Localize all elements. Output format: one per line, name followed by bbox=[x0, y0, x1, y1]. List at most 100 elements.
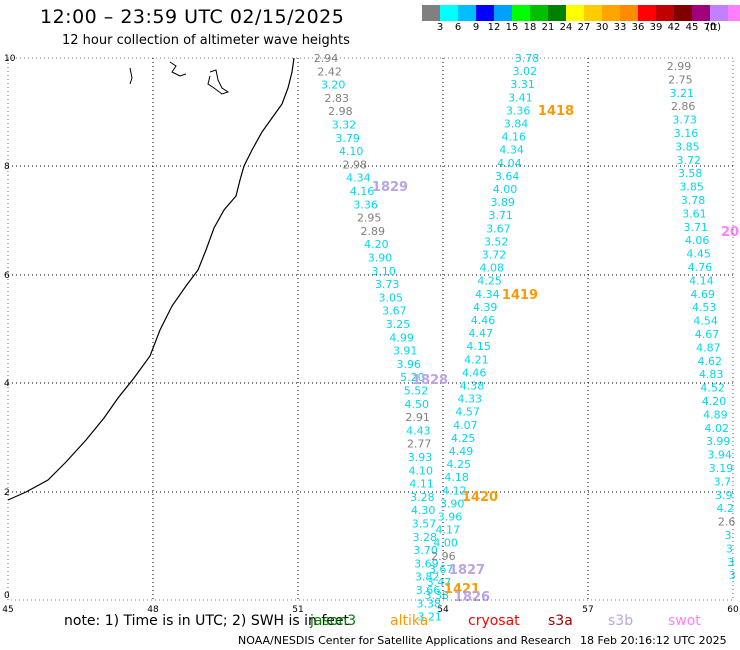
swh-value-label: 3.57 bbox=[412, 518, 437, 531]
swh-value-label: 3.73 bbox=[672, 114, 697, 127]
satellite-legend-jason3: jason3 bbox=[310, 613, 357, 629]
coastline bbox=[7, 57, 295, 501]
swh-value-label: 3.20 bbox=[321, 79, 346, 92]
swh-value-label: 4.06 bbox=[685, 234, 710, 247]
swh-value-label: 3.36 bbox=[506, 104, 531, 117]
swh-value-label: 3.96 bbox=[438, 511, 463, 524]
swh-value-label: 3.32 bbox=[332, 119, 357, 132]
swh-value-label: 4.45 bbox=[686, 248, 711, 261]
legend-tick-label: 15 bbox=[505, 22, 519, 33]
legend-swatch bbox=[512, 5, 530, 21]
y-axis-tick-label: 10 bbox=[4, 54, 16, 64]
swh-value-label: 4.07 bbox=[453, 419, 478, 432]
swh-value-label: 3.91 bbox=[393, 345, 418, 358]
swh-value-label: 3.31 bbox=[510, 78, 535, 91]
legend-tick-label: 3 bbox=[436, 22, 444, 33]
swh-value-label: 4.53 bbox=[692, 301, 717, 314]
island bbox=[207, 69, 230, 95]
swh-value-label: 4.16 bbox=[502, 131, 527, 144]
legend-swatch bbox=[566, 5, 584, 21]
swh-value-label: 3.70 bbox=[413, 544, 438, 557]
swh-value-label: 3.05 bbox=[379, 291, 404, 304]
swh-value-label: 4.33 bbox=[458, 393, 483, 406]
swh-value-label: 4.57 bbox=[455, 406, 480, 419]
legend-tick-label: 30 bbox=[595, 22, 609, 33]
legend-swatch bbox=[530, 5, 548, 21]
swh-value-label: 4.20 bbox=[364, 238, 389, 251]
swh-value-label: 3.16 bbox=[674, 127, 699, 140]
x-axis-tick-label: 45 bbox=[2, 605, 13, 615]
swh-value-label: 4.20 bbox=[702, 395, 727, 408]
swh-value-label: 3 bbox=[725, 529, 732, 542]
x-axis-tick-label: 51 bbox=[292, 605, 303, 615]
swh-value-label: 3.90 bbox=[440, 497, 465, 510]
swh-value-label: 3.84 bbox=[504, 118, 529, 131]
swh-value-label: 3.89 bbox=[491, 196, 516, 209]
swh-value-label: 3.79 bbox=[335, 132, 360, 145]
swh-value-label: 4.46 bbox=[471, 314, 496, 327]
swh-value-label: 2.99 bbox=[667, 60, 692, 73]
swh-value-label: 4.62 bbox=[698, 355, 723, 368]
swh-value-label: 4.34 bbox=[346, 172, 371, 185]
swh-value-label: 4.04 bbox=[497, 157, 522, 170]
legend-tick-label: 18 bbox=[523, 22, 537, 33]
legend-swatch bbox=[656, 5, 674, 21]
swh-value-label: 4.50 bbox=[405, 398, 430, 411]
pass-id-label: 1420 bbox=[462, 490, 498, 505]
swh-value-label: 3.38 bbox=[425, 589, 450, 602]
swh-value-label: 4.43 bbox=[406, 424, 431, 437]
color-scale-legend bbox=[422, 5, 740, 21]
pass-id-label: 1826 bbox=[454, 590, 490, 605]
legend-tick-label: 36 bbox=[631, 22, 645, 33]
swh-value-label: 3 bbox=[727, 556, 734, 569]
legend-tick-label: 9 bbox=[472, 22, 480, 33]
swh-value-label: 3.38 bbox=[417, 597, 442, 610]
swh-value-label: 3.67 bbox=[382, 305, 407, 318]
swh-value-label: 4.87 bbox=[696, 341, 721, 354]
y-axis-tick-label: 6 bbox=[4, 271, 10, 281]
swh-value-label: 4.11 bbox=[409, 478, 434, 491]
swh-value-label: 4.2 bbox=[716, 502, 734, 515]
swh-value-label: 2.98 bbox=[343, 158, 368, 171]
swh-value-label: 4.25 bbox=[447, 458, 472, 471]
swh-value-label: 4.17 bbox=[436, 524, 461, 537]
swh-value-label: 4.08 bbox=[480, 262, 505, 275]
swh-value-label: 4.39 bbox=[473, 301, 498, 314]
swh-value-label: 4.89 bbox=[703, 408, 728, 421]
swh-value-label: 2.94 bbox=[314, 52, 339, 65]
satellite-legend-swot: swot bbox=[668, 613, 701, 629]
pass-id-label: 1421 bbox=[444, 582, 480, 597]
swh-value-label: 4.34 bbox=[499, 144, 524, 157]
pass-id-label: 1828 bbox=[412, 373, 448, 388]
legend-swatch bbox=[692, 5, 710, 21]
swh-value-label: 3.82 bbox=[415, 571, 440, 584]
x-axis-tick-label: 60 bbox=[727, 605, 739, 615]
swh-value-label: 4.16 bbox=[350, 185, 375, 198]
satellite-legend-s3b: s3b bbox=[608, 613, 634, 629]
swh-value-label: 3.28 bbox=[413, 531, 438, 544]
legend-swatch bbox=[422, 5, 440, 21]
legend-swatch bbox=[494, 5, 512, 21]
swh-value-label: 3 bbox=[729, 569, 736, 582]
legend-tick-label: 45 bbox=[685, 22, 699, 33]
swh-value-label: 4.10 bbox=[409, 464, 434, 477]
swh-value-label: 4.02 bbox=[705, 422, 730, 435]
swh-value-label: 3.41 bbox=[508, 91, 533, 104]
y-axis-tick-label: 2 bbox=[4, 488, 10, 498]
legend-tick-label: 24 bbox=[559, 22, 573, 33]
swh-value-label: 3.69 bbox=[414, 557, 439, 570]
island bbox=[169, 61, 187, 77]
swh-value-label: 2.91 bbox=[405, 411, 430, 424]
pass-id-label: 1419 bbox=[502, 288, 538, 303]
legend-unit-label: (ft) bbox=[706, 22, 722, 33]
legend-tick-label: 12 bbox=[487, 22, 501, 33]
swh-value-label: 4.15 bbox=[466, 340, 491, 353]
swh-value-label: 3.21 bbox=[670, 87, 695, 100]
swh-value-label: 4.99 bbox=[389, 331, 414, 344]
swh-value-label: 2.86 bbox=[671, 100, 696, 113]
x-axis-tick-label: 54 bbox=[437, 605, 449, 615]
legend-swatch bbox=[674, 5, 692, 21]
legend-swatch bbox=[728, 5, 740, 21]
swh-value-label: 2.75 bbox=[668, 73, 693, 86]
legend-tick-label: 33 bbox=[613, 22, 627, 33]
